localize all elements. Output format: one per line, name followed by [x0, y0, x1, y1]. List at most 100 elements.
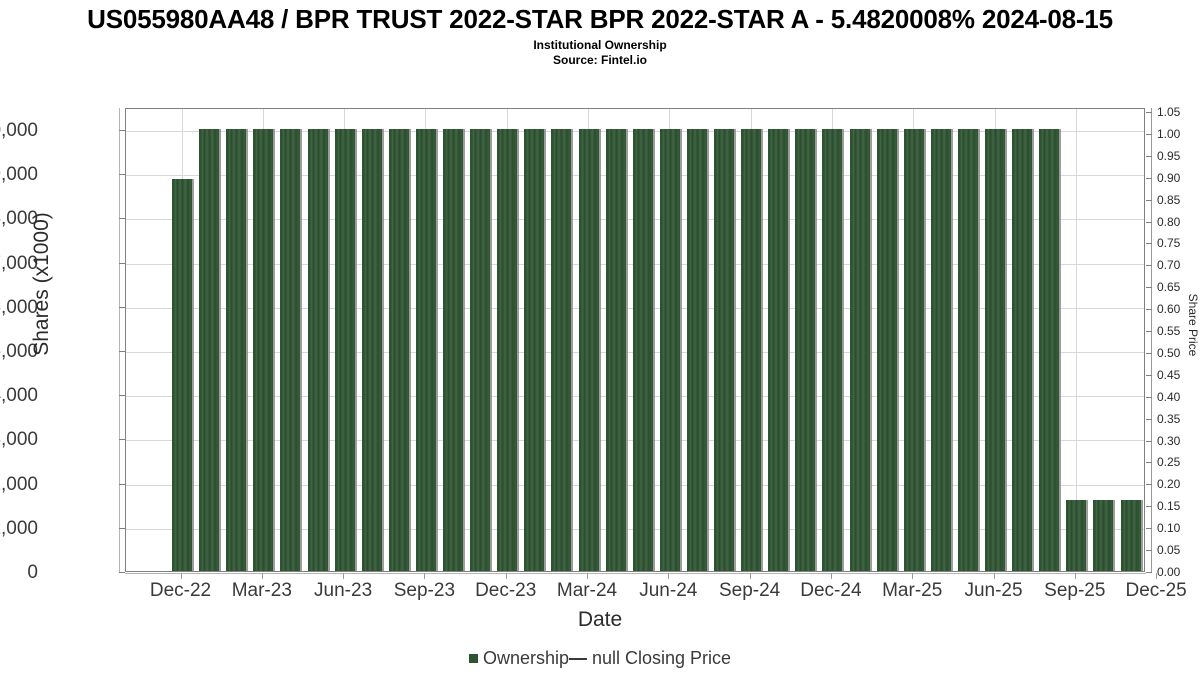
bar[interactable]: [497, 129, 518, 571]
y-tick-mark-right: [1146, 418, 1152, 420]
y-tick-mark-right: [1146, 462, 1152, 464]
x-tick-mark: [749, 573, 751, 579]
y-tick-label-left: 5,000: [0, 341, 38, 362]
y-tick-label-left: 4,000: [0, 385, 38, 407]
x-tick-label: Mar-24: [556, 580, 618, 601]
bar[interactable]: [578, 129, 599, 571]
bar[interactable]: [686, 129, 707, 571]
y-tick-label-right: 0.65: [1157, 280, 1181, 295]
legend-swatch-square-icon: [468, 654, 478, 663]
y-axis-label-right: Share Price: [1186, 293, 1200, 357]
x-tick-mark: [1156, 573, 1158, 579]
bar[interactable]: [388, 129, 409, 571]
y-tick-mark-right: [1146, 396, 1152, 398]
bar[interactable]: [307, 129, 328, 571]
y-tick-mark-left: [119, 483, 125, 485]
y-tick-mark-right: [1146, 528, 1152, 530]
y-tick-label-right: 0.55: [1157, 324, 1181, 339]
y-tick-label-right: 0.95: [1157, 148, 1181, 163]
y-tick-mark-right: [1146, 440, 1152, 442]
chart-legend: Ownership null Closing Price: [0, 648, 1200, 669]
bar[interactable]: [659, 129, 680, 571]
legend-label-ownership: Ownership: [482, 648, 569, 668]
bar[interactable]: [632, 129, 653, 571]
bar[interactable]: [470, 129, 491, 571]
bar[interactable]: [1066, 499, 1087, 571]
bar[interactable]: [822, 129, 843, 571]
bar[interactable]: [1093, 499, 1114, 571]
legend-swatch-line-icon: [568, 657, 587, 660]
y-tick-mark-right: [1146, 287, 1152, 289]
x-tick-label: Sep-23: [393, 580, 456, 601]
y-tick-mark-left: [119, 527, 125, 529]
bar[interactable]: [443, 129, 463, 571]
bar[interactable]: [172, 178, 192, 571]
x-tick-mark: [830, 573, 832, 579]
y-tick-label-right: 0.60: [1157, 302, 1181, 317]
gridline-vertical: [1075, 109, 1077, 571]
bar[interactable]: [605, 129, 626, 571]
bar[interactable]: [849, 129, 870, 571]
y-tick-mark-right: [1146, 265, 1152, 267]
bar[interactable]: [361, 129, 382, 571]
y-tick-label-right: 0.85: [1157, 192, 1181, 207]
y-tick-label-right: 0.80: [1157, 214, 1181, 229]
legend-item-ownership[interactable]: Ownership: [468, 648, 569, 669]
y-tick-mark-right: [1146, 177, 1152, 179]
x-tick-label: Jun-24: [639, 580, 698, 601]
x-tick-mark: [505, 573, 507, 579]
y-tick-label-right: 0.00: [1157, 565, 1181, 579]
y-tick-mark-right: [1146, 155, 1152, 157]
bar[interactable]: [876, 129, 897, 571]
bar[interactable]: [741, 129, 762, 571]
bar[interactable]: [551, 129, 572, 571]
x-tick-mark: [343, 573, 345, 579]
bar[interactable]: [1012, 129, 1033, 571]
y-tick-label-right: 1.05: [1157, 105, 1181, 119]
bar[interactable]: [524, 129, 545, 571]
y-tick-mark-left: [119, 306, 125, 308]
bar[interactable]: [1039, 129, 1060, 571]
x-axis-spine: [125, 573, 1146, 574]
plot-area: [125, 108, 1145, 572]
y-tick-mark-right: [1146, 243, 1152, 245]
y-tick-mark-right: [1146, 484, 1152, 486]
y-tick-label-left: 10,000: [0, 120, 38, 141]
x-tick-label: Sep-25: [1044, 580, 1106, 601]
x-tick-label: Sep-24: [718, 580, 781, 601]
y-tick-label-left: 1,000: [0, 517, 38, 539]
bar[interactable]: [985, 129, 1005, 571]
y-tick-mark-right: [1146, 199, 1152, 201]
y-tick-label-right: 0.05: [1157, 543, 1181, 558]
bar[interactable]: [199, 129, 220, 571]
y-axis-label-left: Shares (x1000): [30, 212, 53, 356]
chart-title: US055980AA48 / BPR TRUST 2022-STAR BPR 2…: [87, 4, 1113, 34]
x-tick-label: Jun-25: [964, 580, 1023, 601]
bar[interactable]: [334, 129, 355, 571]
bar[interactable]: [714, 129, 734, 571]
bar[interactable]: [280, 129, 301, 571]
bar[interactable]: [768, 129, 789, 571]
y-tick-label-right: 0.10: [1157, 521, 1181, 536]
bar[interactable]: [415, 129, 436, 571]
y-tick-label-left: 6,000: [0, 296, 38, 318]
y-tick-label-right: 0.90: [1157, 170, 1181, 185]
bar[interactable]: [930, 129, 951, 571]
y-tick-label-right: 0.45: [1157, 367, 1181, 382]
bar[interactable]: [957, 129, 978, 571]
legend-label-closing-price: null Closing Price: [591, 648, 732, 668]
legend-item-closing-price[interactable]: null Closing Price: [568, 648, 732, 669]
y-tick-mark-right: [1146, 352, 1152, 354]
bar[interactable]: [226, 129, 247, 571]
title-block: US055980AA48 / BPR TRUST 2022-STAR BPR 2…: [0, 0, 1200, 68]
x-tick-mark: [668, 573, 670, 579]
bar[interactable]: [253, 129, 274, 571]
bar[interactable]: [1120, 499, 1141, 571]
bar[interactable]: [903, 129, 924, 571]
x-tick-mark: [261, 573, 263, 579]
bars-layer: [126, 109, 1144, 571]
x-tick-label: Dec-25: [1125, 580, 1187, 601]
bar[interactable]: [795, 129, 816, 571]
chart-source: Source: Fintel.io: [552, 53, 647, 67]
y-tick-label-left: 0: [27, 562, 38, 583]
